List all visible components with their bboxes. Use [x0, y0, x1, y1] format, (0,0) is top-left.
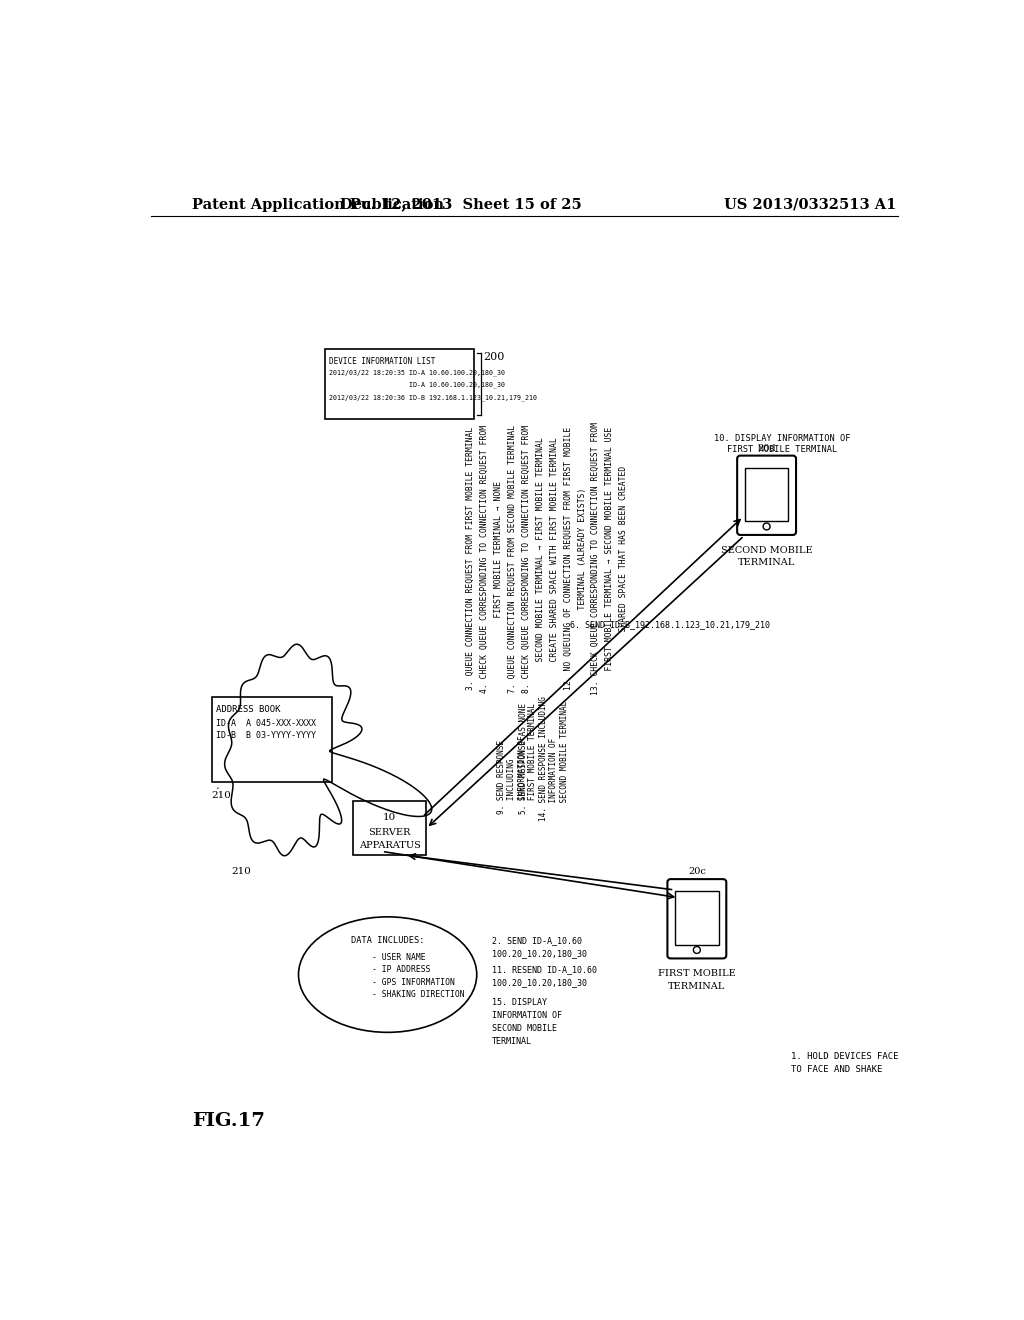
Text: DEVICE INFORMATION LIST: DEVICE INFORMATION LIST	[329, 358, 435, 366]
FancyBboxPatch shape	[668, 879, 726, 958]
Text: TO FACE AND SHAKE: TO FACE AND SHAKE	[791, 1065, 882, 1074]
Text: 3. QUEUE CONNECTION REQUEST FROM FIRST MOBILE TERMINAL: 3. QUEUE CONNECTION REQUEST FROM FIRST M…	[466, 428, 475, 690]
Text: 100.20_10.20,180_30: 100.20_10.20,180_30	[493, 978, 587, 987]
Text: 10. DISPLAY INFORMATION OF: 10. DISPLAY INFORMATION OF	[714, 434, 850, 444]
Bar	[744, 469, 788, 521]
Text: TERMINAL: TERMINAL	[669, 982, 726, 990]
Text: ADDRESS BOOK: ADDRESS BOOK	[216, 705, 281, 714]
Text: - IP ADDRESS: - IP ADDRESS	[372, 965, 431, 974]
Text: US 2013/0332513 A1: US 2013/0332513 A1	[724, 198, 896, 211]
Text: 20d: 20d	[758, 444, 776, 453]
Text: ID-B  B 03-YYYY-YYYY: ID-B B 03-YYYY-YYYY	[216, 731, 315, 741]
Bar	[325, 350, 474, 418]
FancyBboxPatch shape	[737, 455, 796, 535]
Text: TERMINAL (ALREADY EXISTS): TERMINAL (ALREADY EXISTS)	[578, 488, 587, 630]
Text: ID-A  A 045-XXX-XXXX: ID-A A 045-XXX-XXXX	[216, 719, 315, 727]
Text: DATA INCLUDES:: DATA INCLUDES:	[351, 936, 424, 945]
Text: - USER NAME: - USER NAME	[372, 953, 426, 962]
Text: SECOND MOBILE: SECOND MOBILE	[493, 1024, 557, 1032]
Text: 5. SEND RESPONSE AS NONE: 5. SEND RESPONSE AS NONE	[518, 704, 527, 814]
Circle shape	[763, 523, 770, 529]
Text: 20c: 20c	[688, 867, 706, 876]
Text: 2. SEND ID-A_10.60: 2. SEND ID-A_10.60	[493, 936, 583, 945]
Text: 14. SEND RESPONSE INCLUDING
    INFORMATION OF
    SECOND MOBILE TERMINAL: 14. SEND RESPONSE INCLUDING INFORMATION …	[539, 697, 568, 821]
Text: FIG.17: FIG.17	[193, 1111, 265, 1130]
Text: FIRST MOBILE TERMINAL: FIRST MOBILE TERMINAL	[727, 445, 838, 454]
Text: 15. DISPLAY: 15. DISPLAY	[493, 998, 547, 1007]
Text: SECOND MOBILE: SECOND MOBILE	[721, 545, 812, 554]
Text: 6. SEND ID-B_192.168.1.123_10.21,179_210: 6. SEND ID-B_192.168.1.123_10.21,179_210	[569, 620, 770, 630]
Text: - SHAKING DIRECTION: - SHAKING DIRECTION	[372, 990, 465, 999]
Text: 7. QUEUE CONNECTION REQUEST FROM SECOND MOBILE TERMINAL: 7. QUEUE CONNECTION REQUEST FROM SECOND …	[508, 425, 517, 693]
Text: 210: 210	[231, 867, 251, 875]
Text: 2012/03/22 18:20:35 ID-A 10.60.100.20,180_30: 2012/03/22 18:20:35 ID-A 10.60.100.20,18…	[329, 370, 505, 376]
Text: Dec. 12, 2013  Sheet 15 of 25: Dec. 12, 2013 Sheet 15 of 25	[340, 198, 582, 211]
Text: TERMINAL: TERMINAL	[738, 558, 796, 568]
Text: 2012/03/22 18:20:36 ID-B 192.168.1.123_10.21,179_210: 2012/03/22 18:20:36 ID-B 192.168.1.123_1…	[329, 395, 537, 401]
Text: 10: 10	[383, 813, 396, 822]
Text: APPARATUS: APPARATUS	[358, 841, 421, 850]
Circle shape	[693, 946, 700, 953]
Text: SERVER: SERVER	[369, 829, 411, 837]
Bar	[352, 801, 426, 855]
Text: Patent Application Publication: Patent Application Publication	[193, 198, 444, 211]
Text: 100.20_10.20,180_30: 100.20_10.20,180_30	[493, 949, 587, 958]
Bar	[212, 697, 332, 781]
Text: FIRST MOBILE: FIRST MOBILE	[658, 969, 735, 978]
Text: CREATE SHARED SPACE WITH FIRST MOBILE TERMINAL: CREATE SHARED SPACE WITH FIRST MOBILE TE…	[550, 437, 559, 681]
Text: SECOND MOBILE TERMINAL → FIRST MOBILE TERMINAL: SECOND MOBILE TERMINAL → FIRST MOBILE TE…	[536, 437, 545, 681]
Text: 210: 210	[212, 792, 231, 800]
Text: - GPS INFORMATION: - GPS INFORMATION	[372, 978, 455, 986]
Text: TERMINAL: TERMINAL	[493, 1038, 532, 1045]
Text: FIRST MOBILE TERMINAL → NONE: FIRST MOBILE TERMINAL → NONE	[494, 480, 503, 636]
Text: 4. CHECK QUEUE CORRESPONDING TO CONNECTION REQUEST FROM: 4. CHECK QUEUE CORRESPONDING TO CONNECTI…	[480, 425, 488, 693]
Text: 11. RESEND ID-A_10.60: 11. RESEND ID-A_10.60	[493, 965, 597, 974]
Text: 9. SEND RESPONSE
   INCLUDING
   INFORMATION OF
   FIRST MOBILE TERMINAL: 9. SEND RESPONSE INCLUDING INFORMATION O…	[497, 704, 538, 814]
Text: 13. CHECK QUEUE CORRESPONDING TO CONNECTION REQUEST FROM: 13. CHECK QUEUE CORRESPONDING TO CONNECT…	[592, 422, 600, 696]
Bar	[675, 891, 719, 945]
Text: INFORMATION OF: INFORMATION OF	[493, 1011, 562, 1020]
Ellipse shape	[299, 917, 477, 1032]
Text: 200: 200	[483, 351, 505, 362]
Text: 8. CHECK QUEUE CORRESPONDING TO CONNECTION REQUEST FROM: 8. CHECK QUEUE CORRESPONDING TO CONNECTI…	[521, 425, 530, 693]
Text: FIRST MOBILE TERMINAL → SECOND MOBILE TERMINAL USE: FIRST MOBILE TERMINAL → SECOND MOBILE TE…	[605, 428, 614, 690]
Text: 1. HOLD DEVICES FACE: 1. HOLD DEVICES FACE	[791, 1052, 898, 1060]
Text: SHARED SPACE THAT HAS BEEN CREATED: SHARED SPACE THAT HAS BEEN CREATED	[620, 466, 629, 652]
Text: 12. NO QUEUING OF CONNECTION REQUEST FROM FIRST MOBILE: 12. NO QUEUING OF CONNECTION REQUEST FRO…	[563, 428, 572, 690]
Text: ID-A 10.60.100.20,180_30: ID-A 10.60.100.20,180_30	[329, 381, 505, 388]
